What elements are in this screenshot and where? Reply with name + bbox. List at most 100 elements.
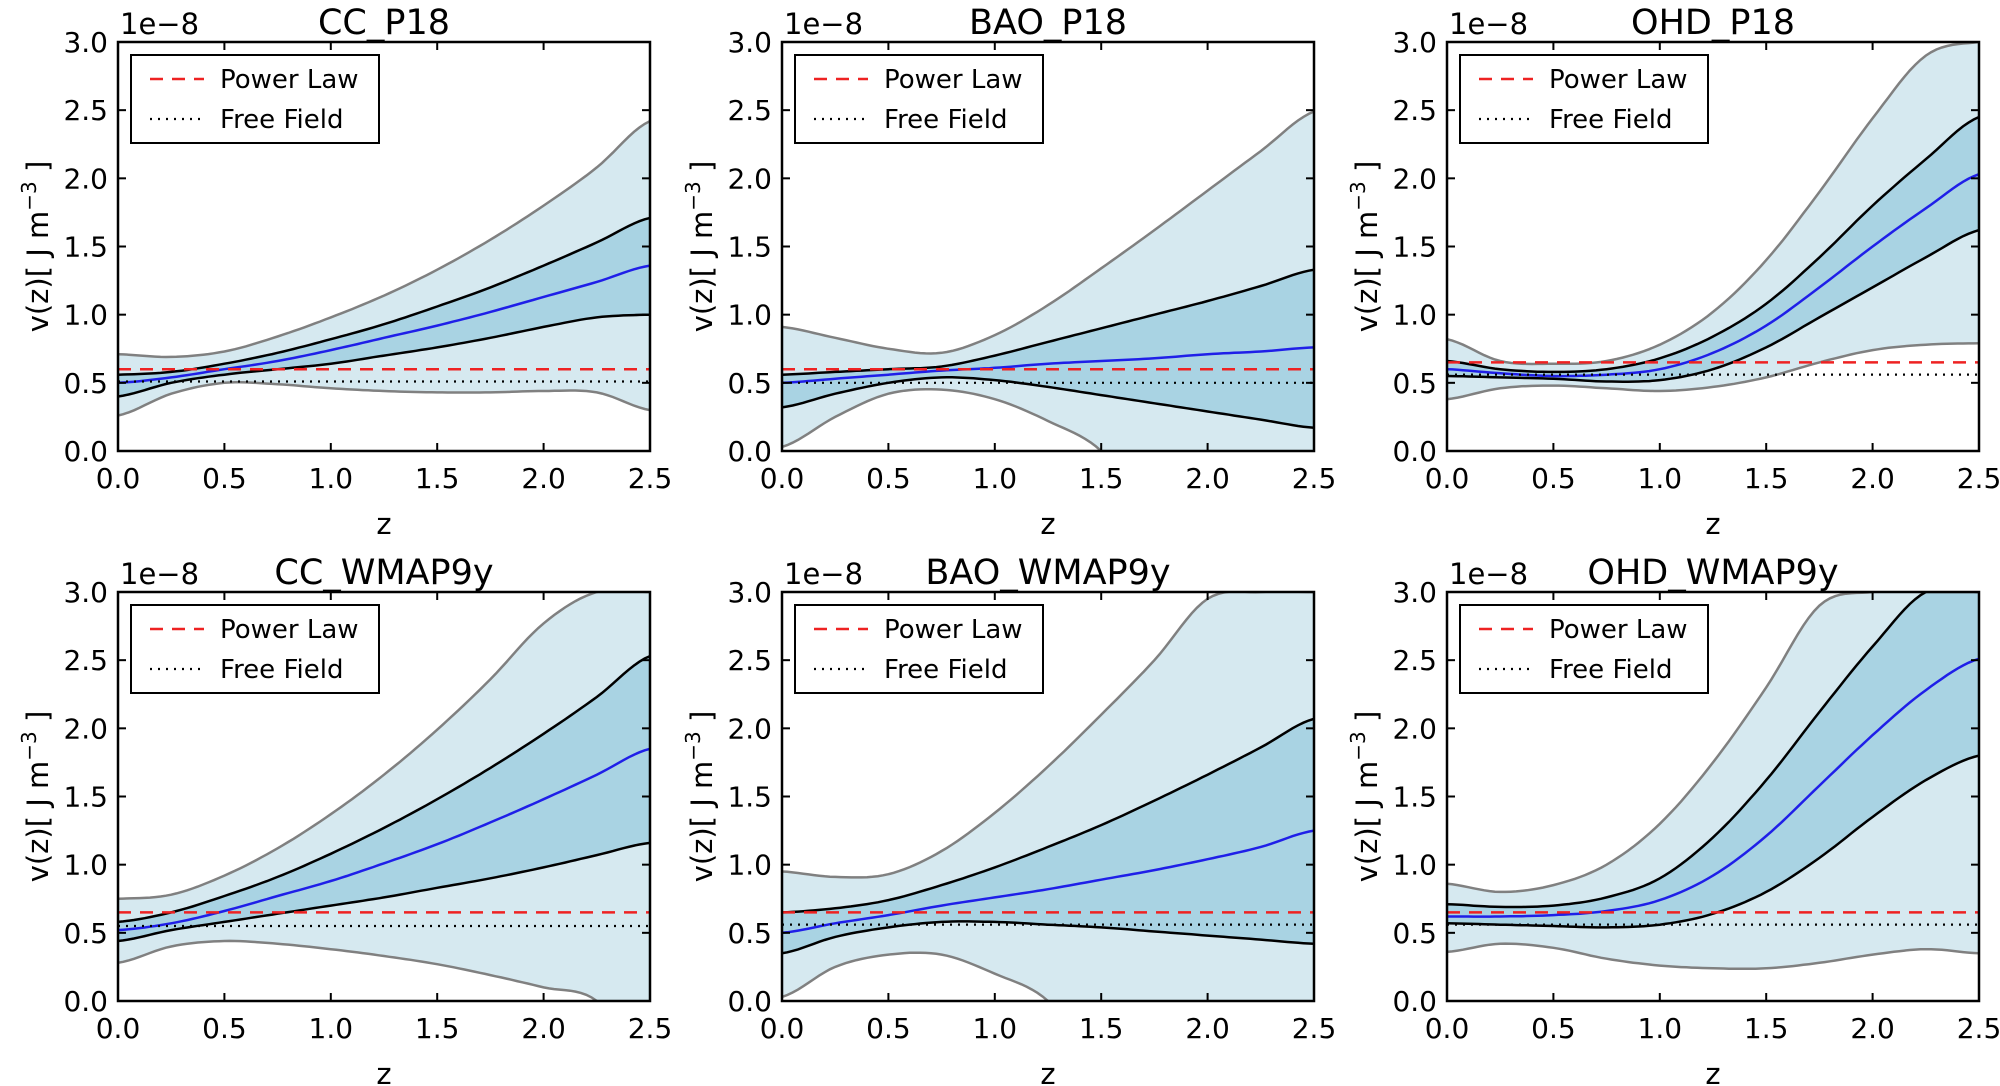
- legend-power-law-label: Power Law: [220, 615, 359, 645]
- y-tick-label: 1.0: [63, 849, 108, 882]
- lower-1sigma-line: [118, 841, 650, 943]
- lower-2sigma-line: [118, 939, 599, 1001]
- x-tick-label: 2.5: [1292, 1012, 1337, 1045]
- y-tick-label: 1.5: [63, 781, 108, 814]
- lower-1sigma-line: [782, 376, 1314, 430]
- legend-box: [1459, 604, 1709, 694]
- upper-1sigma-line: [1447, 592, 1979, 909]
- x-tick-label: 1.5: [415, 1012, 460, 1045]
- y-label-sup: −3: [681, 181, 705, 210]
- upper-2sigma-line: [118, 119, 650, 359]
- y-axis-label: v(z)[ J m−3 ]: [17, 161, 55, 333]
- mean-line: [118, 747, 650, 932]
- x-tick-label: 0.5: [202, 462, 247, 495]
- y-label-main: v(z)[ J m: [685, 761, 719, 883]
- x-tick-label: 2.5: [1957, 1012, 2000, 1045]
- y-tick-label: 1.0: [1392, 849, 1437, 882]
- legend: Power Law Free Field: [130, 54, 380, 144]
- x-tick-label: 0.0: [1425, 1012, 1470, 1045]
- band-1sigma: [1447, 117, 1979, 382]
- x-tick-label: 1.0: [973, 1012, 1018, 1045]
- legend-box: [794, 604, 1044, 694]
- x-tick-label: 0.0: [760, 462, 805, 495]
- upper-2sigma-line: [1447, 42, 1979, 366]
- lower-1sigma-line: [1447, 228, 1979, 383]
- legend-free-field-label: Free Field: [1549, 105, 1672, 135]
- y-tick-label: 0.0: [1392, 985, 1437, 1018]
- x-tick-label: 0.5: [1531, 462, 1576, 495]
- x-tick-label: 1.0: [309, 1012, 354, 1045]
- x-axis-label: z: [1705, 1057, 1720, 1086]
- x-tick-label: 0.0: [96, 1012, 141, 1045]
- y-tick-label: 0.5: [727, 917, 772, 950]
- y-tick-label: 0.5: [727, 367, 772, 400]
- legend-box: [794, 54, 1044, 144]
- y-tick-label: 0.5: [63, 367, 108, 400]
- lower-2sigma-line: [118, 381, 650, 417]
- y-tick-label: 0.5: [1392, 917, 1437, 950]
- panel-bao-wmap9y: 0.0 0.5 1.0 1.5 2.0 2.5 0.0 0.5 1.0 1.5 2.0 2.5 3.0 B…: [681, 553, 1336, 1086]
- x-tick-label: 1.5: [1744, 1012, 1789, 1045]
- legend: Power Law Free Field: [130, 604, 380, 694]
- panel-title: CC_WMAP9y: [274, 553, 493, 593]
- y-tick-label: 0.0: [727, 985, 772, 1018]
- y-label-main: v(z)[ J m: [21, 211, 55, 333]
- y-tick-label: 3.0: [63, 26, 108, 59]
- y-tick-label: 2.5: [63, 644, 108, 677]
- panel-ohd-p18: 0.0 0.5 1.0 1.5 2.0 2.5 0.0 0.5 1.0 1.5 2.0 2.5 3.0 O…: [1346, 3, 2000, 541]
- plot-area: [782, 592, 1314, 1001]
- panel-title: BAO_WMAP9y: [925, 553, 1170, 593]
- legend: Power Law Free Field: [794, 54, 1044, 144]
- x-tick-label: 1.0: [309, 462, 354, 495]
- x-tick-label: 0.5: [866, 462, 911, 495]
- legend-power-law-label: Power Law: [884, 65, 1023, 95]
- y-tick-label: 1.5: [727, 231, 772, 264]
- y-tick-label: 3.0: [1392, 576, 1437, 609]
- band-2sigma: [118, 121, 650, 416]
- y-axis-label: v(z)[ J m−3 ]: [1346, 161, 1384, 333]
- y-axis-label: v(z)[ J m−3 ]: [681, 161, 719, 333]
- x-tick-label: 0.5: [202, 1012, 247, 1045]
- legend-free-field-label: Free Field: [884, 105, 1007, 135]
- band-2sigma: [1447, 42, 1979, 400]
- y-label-end: ]: [21, 711, 55, 732]
- legend-box: [130, 54, 380, 144]
- x-axis-label: z: [376, 507, 391, 541]
- y-axis-label: v(z)[ J m−3 ]: [1346, 711, 1384, 883]
- upper-1sigma-line: [118, 216, 650, 376]
- y-label-sup: −3: [17, 181, 41, 210]
- y-label-main: v(z)[ J m: [21, 761, 55, 883]
- y-label-end: ]: [1350, 161, 1384, 182]
- panel-title: CC_P18: [318, 3, 450, 43]
- panel-cc-wmap9y: 0.0 0.5 1.0 1.5 2.0 2.5 0.0 0.5 1.0 1.5 2.0 2.5 3.0 C…: [17, 553, 672, 1086]
- y-axis-label: v(z)[ J m−3 ]: [681, 711, 719, 883]
- x-tick-label: 1.5: [415, 462, 460, 495]
- panel-bao-p18: 0.0 0.5 1.0 1.5 2.0 2.5 0.0 0.5 1.0 1.5 2.0 2.5 3.0 B…: [681, 3, 1336, 541]
- plot-area: [1447, 42, 1979, 401]
- x-tick-label: 2.0: [1185, 462, 1230, 495]
- y-tick-label: 2.0: [63, 712, 108, 745]
- x-tick-label: 0.0: [96, 462, 141, 495]
- x-tick-label: 2.0: [521, 462, 566, 495]
- x-tick-label: 1.0: [973, 462, 1018, 495]
- x-tick-label: 1.5: [1079, 1012, 1124, 1045]
- x-tick-label: 2.0: [1185, 1012, 1230, 1045]
- upper-2sigma-line: [1447, 592, 1979, 894]
- y-tick-label: 2.0: [1392, 162, 1437, 195]
- offset-label: 1e−8: [784, 557, 863, 591]
- band-1sigma: [782, 269, 1314, 428]
- x-axis-label: z: [376, 1057, 391, 1086]
- y-tick-label: 1.0: [1392, 299, 1437, 332]
- x-axis-label: z: [1040, 1057, 1055, 1086]
- y-tick-label: 3.0: [63, 576, 108, 609]
- legend: Power Law Free Field: [1459, 604, 1709, 694]
- y-tick-label: 0.5: [1392, 367, 1437, 400]
- x-tick-label: 1.0: [1638, 1012, 1683, 1045]
- y-tick-label: 2.5: [1392, 644, 1437, 677]
- upper-1sigma-line: [118, 654, 650, 924]
- plot-area: [1447, 592, 1979, 971]
- y-tick-label: 0.0: [63, 435, 108, 468]
- legend-box: [130, 604, 380, 694]
- y-tick-label: 1.0: [727, 299, 772, 332]
- legend-power-law-label: Power Law: [1549, 615, 1688, 645]
